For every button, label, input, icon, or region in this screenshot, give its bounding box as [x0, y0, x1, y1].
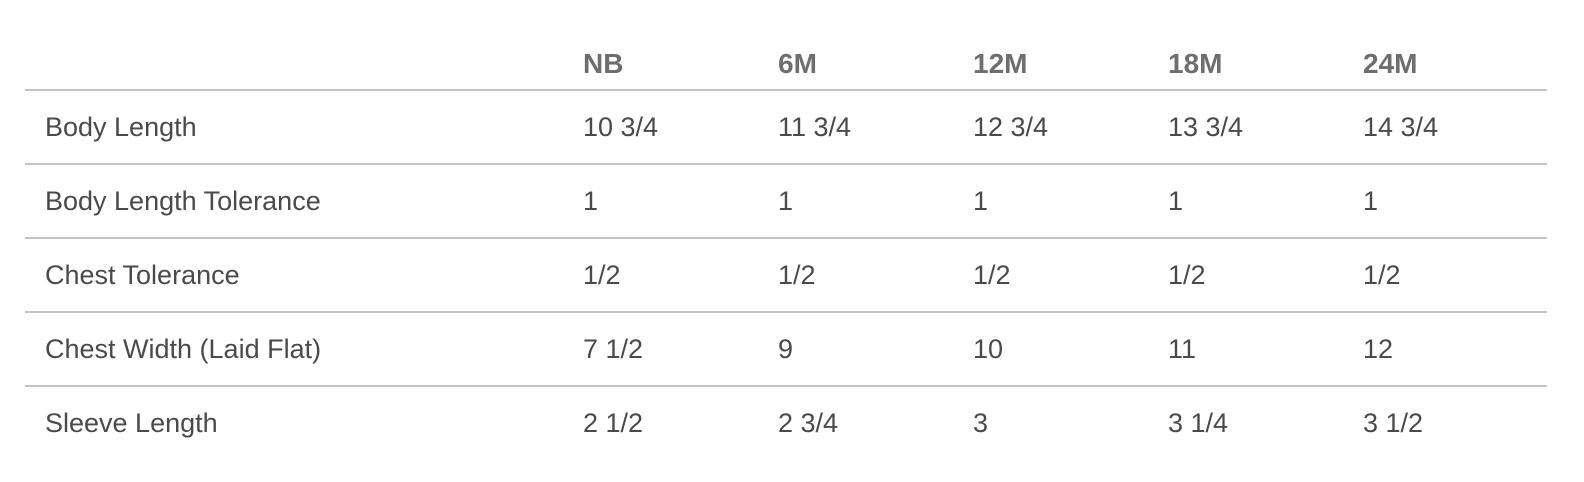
table-row-sleeve-length: Sleeve Length 2 1/2 2 3/4 3 3 1/4 3 1/2	[25, 385, 1547, 459]
row-label: Chest Tolerance	[25, 237, 563, 312]
table-cell: 1/2	[1148, 237, 1343, 312]
table-row-body-length: Body Length 10 3/4 11 3/4 12 3/4 13 3/4 …	[25, 89, 1547, 164]
column-header-18m: 18M	[1168, 48, 1223, 79]
row-label: Body Length Tolerance	[25, 163, 563, 238]
table-cell: 2 1/2	[563, 385, 758, 459]
table-cell: 9	[758, 311, 953, 386]
table-cell: 1	[1148, 163, 1343, 238]
column-header-12m: 12M	[973, 48, 1028, 79]
table-row-chest-width: Chest Width (Laid Flat) 7 1/2 9 10 11 12	[25, 311, 1547, 386]
row-label: Body Length	[25, 89, 563, 164]
table-cell: 11	[1148, 311, 1343, 386]
table-cell: 1	[758, 163, 953, 238]
table-cell: 10 3/4	[563, 89, 758, 164]
table-cell: 14 3/4	[1343, 89, 1547, 164]
column-header-empty	[25, 20, 563, 90]
column-header-6m: 6M	[778, 48, 817, 79]
table-cell: 10	[953, 311, 1148, 386]
table-cell: 1/2	[563, 237, 758, 312]
table-cell: 3 1/4	[1148, 385, 1343, 459]
column-header-nb: NB	[583, 48, 624, 79]
table-cell: 7 1/2	[563, 311, 758, 386]
table-cell: 1	[1343, 163, 1547, 238]
table-cell: 13 3/4	[1148, 89, 1343, 164]
table-row-chest-tolerance: Chest Tolerance 1/2 1/2 1/2 1/2 1/2	[25, 237, 1547, 312]
table-row-body-length-tolerance: Body Length Tolerance 1 1 1 1 1	[25, 163, 1547, 238]
table-cell: 2 3/4	[758, 385, 953, 459]
table-cell: 1	[953, 163, 1148, 238]
table-cell: 1/2	[758, 237, 953, 312]
table-cell: 1/2	[953, 237, 1148, 312]
table-cell: 12	[1343, 311, 1547, 386]
table-cell: 12 3/4	[953, 89, 1148, 164]
row-label: Chest Width (Laid Flat)	[25, 311, 563, 386]
table-cell: 11 3/4	[758, 89, 953, 164]
table-cell: 1/2	[1343, 237, 1547, 312]
size-chart-table: NB 6M 12M 18M 24M Body Length 10 3/4 11 …	[25, 20, 1547, 459]
table-header-row: NB 6M 12M 18M 24M	[25, 20, 1547, 90]
column-header-24m: 24M	[1363, 48, 1418, 79]
table-cell: 3	[953, 385, 1148, 459]
size-chart-container: NB 6M 12M 18M 24M Body Length 10 3/4 11 …	[25, 20, 1547, 459]
row-label: Sleeve Length	[25, 385, 563, 459]
table-cell: 1	[563, 163, 758, 238]
table-cell: 3 1/2	[1343, 385, 1547, 459]
